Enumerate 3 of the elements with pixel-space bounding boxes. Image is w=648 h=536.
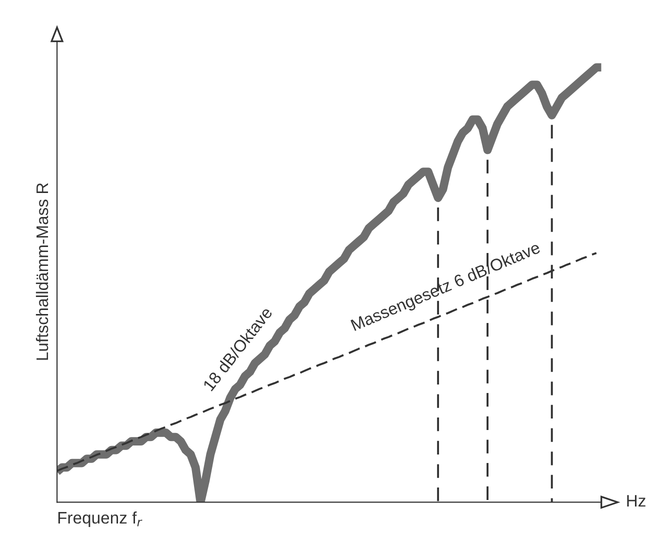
y-axis-title: Luftschalldämm-Mass R bbox=[36, 183, 48, 360]
text: Frequenz f$_{r}$ bbox=[58, 511, 142, 527]
x-axis-title: Hz bbox=[627, 495, 646, 507]
